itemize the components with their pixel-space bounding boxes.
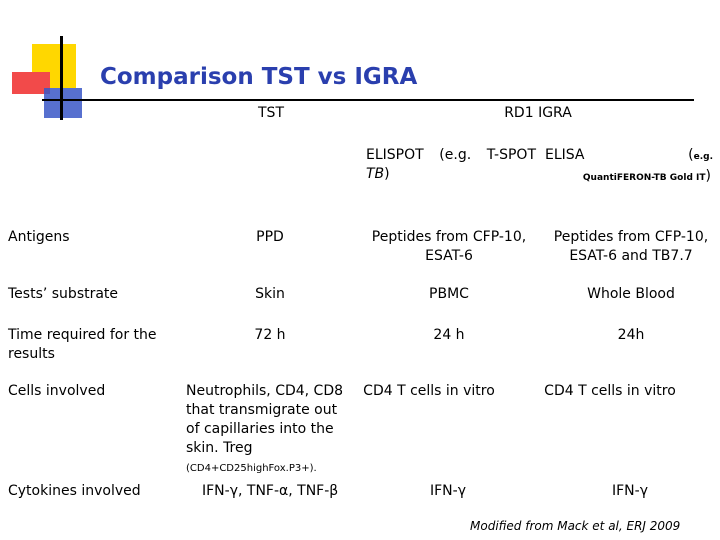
row-label-cells: Cells involved [8,383,106,399]
header-elispot-tb: TB [366,166,385,182]
header-elisa-line1: ELISA (e.g. [545,146,713,167]
cell-tst-cells-treg: (CD4+CD25highFox.P3+). [186,463,317,474]
decor-blue-square [44,88,82,118]
header-elisa-text: ELISA ( [545,147,694,163]
row-label-cytokines: Cytokines involved [8,483,141,499]
header-elispot: ELISPOT (e.g. T-SPOT TB) [366,146,536,184]
cell-elisa-substrate: Whole Blood [587,286,675,302]
header-elisa: ELISA (e.g. QuantiFERON-TB Gold IT) [545,146,713,188]
cell-tst-cells-text: Neutrophils, CD4, CD8 that transmigrate … [186,383,344,456]
header-elisa-eg: e.g. [693,152,713,162]
cell-elisa-time: 24h [617,327,645,343]
decor-red-square [12,72,50,94]
cell-elispot-antigens: Peptides from CFP-10, ESAT-6 [371,229,527,264]
header-elisa-product-b: FERON-TB Gold IT [616,173,706,183]
cell-elisa-cytokines: IFN-γ [612,483,648,499]
cell-tst-substrate: Skin [255,286,285,302]
decor-vertical-line [60,36,63,120]
cell-tst-time: 72 h [254,327,286,343]
cell-tst-cytokines: IFN-γ, TNF-α, TNF-β [202,483,339,499]
header-elispot-text: ELISPOT (e.g. T-SPOT [366,147,536,163]
slide-title: Comparison TST vs IGRA [100,64,418,90]
title-underline [42,99,694,101]
header-rd1-igra: RD1 IGRA [504,105,572,121]
header-tst: TST [258,105,284,121]
row-label-substrate: Tests’ substrate [8,286,119,302]
cell-elispot-cells: CD4 T cells in vitro [363,383,495,399]
header-elisa-close: ) [705,168,711,184]
source-credit: Modified from Mack et al, ERJ 2009 [470,519,681,533]
cell-elisa-antigens: Peptides from CFP-10, ESAT-6 and TB7.7 [553,229,709,264]
header-elisa-line2: QuantiFERON-TB Gold IT) [545,167,713,188]
row-label-time: Time required for the results [8,327,157,362]
cell-tst-cells: Neutrophils, CD4, CD8 that transmigrate … [186,382,352,478]
header-elispot-close: ) [384,166,390,182]
cell-elispot-substrate: PBMC [429,286,469,302]
header-elisa-product: Quanti [582,173,617,183]
cell-elisa-cells: CD4 T cells in vitro [544,383,676,399]
cell-elispot-cytokines: IFN-γ [430,483,466,499]
cell-tst-antigens: PPD [256,229,284,245]
cell-elispot-time: 24 h [433,327,465,343]
row-label-antigens: Antigens [8,229,70,245]
